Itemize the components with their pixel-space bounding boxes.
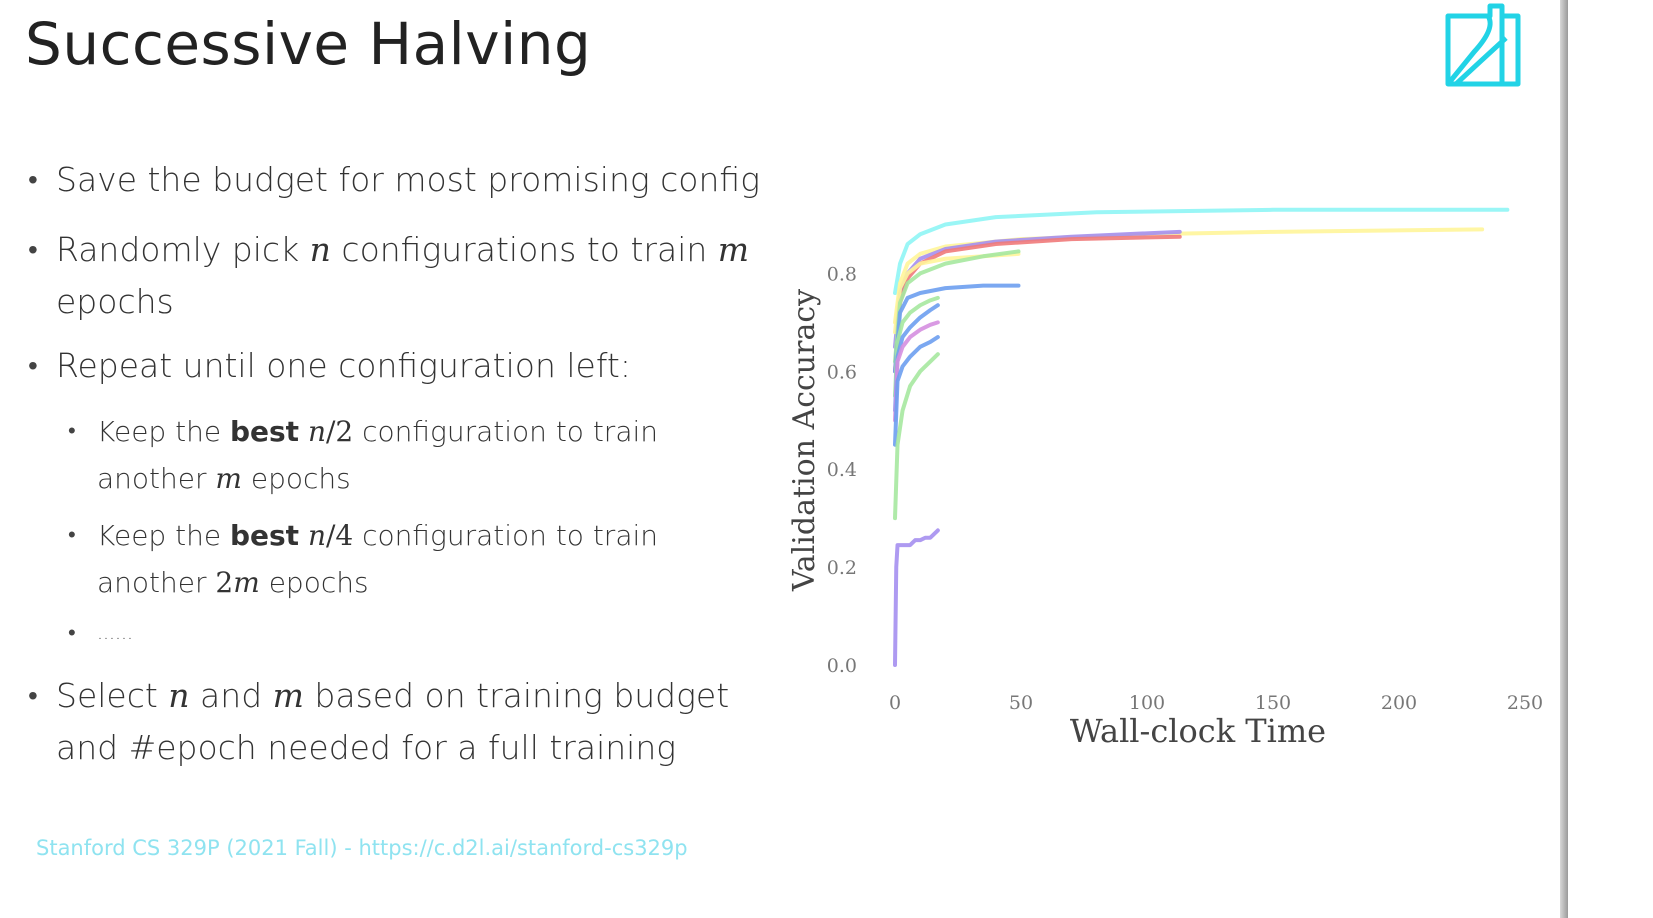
series-line-11 (893, 335, 940, 447)
series-line-13 (893, 528, 940, 667)
bullet-dot: • (28, 163, 38, 196)
window-edge (1560, 0, 1568, 918)
series-lines (893, 207, 1510, 667)
y-axis-label: Validation Accuracy (787, 289, 822, 592)
x-tick-label: 50 (1009, 692, 1033, 714)
slide-title: Successive Halving (25, 10, 592, 78)
x-axis-label: Wall-clock Time (1070, 712, 1326, 750)
series-line-12 (893, 352, 940, 521)
bullet-dot: • (28, 233, 38, 266)
bullet-text: …… (97, 623, 133, 644)
y-tick-label: 0.6 (827, 361, 857, 383)
x-tick-label: 200 (1381, 692, 1417, 714)
bullet-dot: • (28, 349, 38, 382)
x-tick-labels: 0 50 100 150 200 250 (889, 692, 1543, 714)
y-tick-label: 0.2 (827, 557, 857, 579)
bullet-text: Keep the best n/2 configuration to train (97, 415, 658, 448)
series-line-10 (893, 320, 940, 423)
bullet-dot: • (68, 523, 76, 548)
y-tick-label: 0.4 (827, 459, 857, 481)
y-tick-label: 0.0 (827, 655, 857, 677)
y-tick-labels: 0.0 0.2 0.4 0.6 0.8 (827, 263, 857, 677)
series-line-8 (893, 295, 940, 398)
footer-link[interactable]: Stanford CS 329P (2021 Fall) - https://c… (36, 836, 688, 860)
series-line-1 (893, 207, 1510, 295)
series-line-2 (893, 227, 1485, 325)
series-line-6 (893, 249, 1021, 364)
bullet-text: Repeat until one configuration left: (56, 346, 631, 385)
x-tick-label: 100 (1129, 692, 1165, 714)
validation-accuracy-chart: 0.0 0.2 0.4 0.6 0.8 0 50 100 150 200 250 Wall-clo… (780, 190, 1550, 765)
x-tick-label: 150 (1255, 692, 1291, 714)
series-line-7 (893, 283, 1021, 374)
y-tick-label: 0.8 (827, 263, 857, 285)
bullet-text: Randomly pick n configurations to train … (56, 230, 750, 269)
bullet-text: Save the budget for most promising confi… (56, 160, 761, 199)
d2l-logo-icon (1444, 2, 1524, 93)
bullet-dot: • (68, 621, 76, 646)
bullet-dot: • (68, 419, 76, 444)
bullet-dot: • (28, 679, 38, 712)
x-tick-label: 0 (889, 692, 901, 714)
x-tick-label: 250 (1507, 692, 1543, 714)
bullet-text: Select n and m based on training budget (56, 676, 730, 715)
bullet-text: Keep the best n/4 configuration to train (97, 519, 658, 552)
